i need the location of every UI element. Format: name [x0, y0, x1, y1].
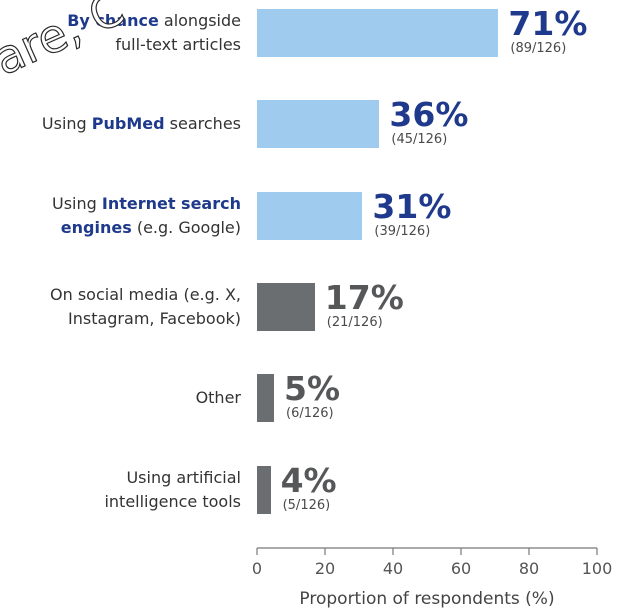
bar — [257, 9, 499, 57]
category-label: Using artificial intelligence tools — [0, 466, 241, 514]
category-label: On social media (e.g. X, Instagram, Faceb… — [0, 283, 241, 331]
bar — [257, 465, 271, 514]
category-label-part: Using — [51, 193, 102, 213]
count-label: (39/126) — [374, 223, 431, 239]
category-label-part: alongside — [158, 11, 241, 30]
category-label: By chance alongside full-text articles — [0, 9, 241, 57]
category-label-part: Internet search — [101, 193, 241, 213]
value-label: 36% — [389, 95, 469, 135]
category-label-part: On social media (e.g. X, — [50, 284, 241, 304]
category-label-part: Using artificial — [126, 467, 241, 487]
category-label-part: By chance — [67, 11, 159, 30]
value-label: 4% — [280, 460, 337, 500]
value-label: 5% — [284, 369, 341, 409]
bar — [257, 191, 363, 240]
category-label: Using Internet search engines (e.g. Googl… — [0, 192, 241, 240]
category-label: Using PubMed searches — [0, 112, 241, 136]
category-label-part: engines — [60, 217, 132, 237]
x-axis-title: Proportion of respondents (%) — [299, 589, 554, 608]
category-label-part: full-text articles — [115, 35, 241, 54]
x-tick-label: 0 — [252, 559, 262, 578]
value-label: 17% — [324, 277, 404, 317]
category-label-part: searches — [164, 114, 241, 134]
x-tick-label: 80 — [519, 559, 539, 578]
count-label: (45/126) — [391, 132, 448, 148]
category-label-part: Using — [41, 114, 92, 134]
bar — [257, 100, 380, 149]
value-label: 71% — [508, 4, 588, 43]
x-tick-label: 20 — [315, 559, 335, 578]
bar — [257, 282, 315, 331]
bar — [257, 374, 274, 423]
count-label: (5/126) — [282, 497, 331, 513]
count-label: (6/126) — [286, 406, 334, 422]
category-label-part: Instagram, Facebook) — [68, 308, 241, 328]
category-label-part: intelligence tools — [104, 491, 241, 511]
count-label: (89/126) — [510, 41, 567, 56]
category-label-part: Other — [195, 388, 241, 408]
category-label-part: (e.g. Google) — [131, 217, 241, 237]
x-tick-label: 100 — [582, 559, 613, 578]
category-label: Other — [0, 386, 241, 410]
x-tick-label: 60 — [451, 559, 471, 578]
x-tick-label: 40 — [383, 559, 403, 578]
count-label: (21/126) — [326, 314, 383, 330]
value-label: 31% — [372, 186, 452, 226]
category-label-part: PubMed — [91, 114, 165, 134]
